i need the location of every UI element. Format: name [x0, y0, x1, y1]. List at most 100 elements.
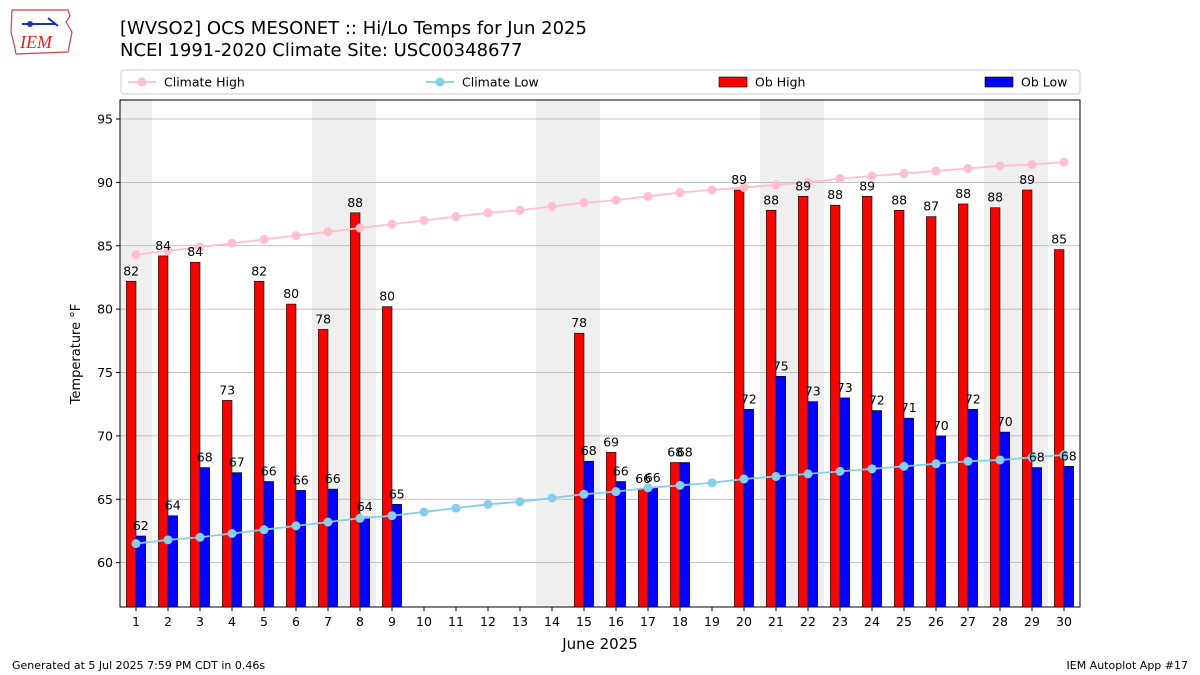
ob-low-value-label: 72	[965, 391, 981, 406]
x-tick-label: 23	[832, 614, 848, 629]
ob-low-value-label: 73	[837, 380, 853, 395]
ob-low-value-label: 62	[133, 518, 149, 533]
climate-low-line	[135, 454, 1065, 545]
ob-high-value-label: 84	[155, 238, 171, 253]
x-tick-label: 5	[260, 614, 268, 629]
legend-bar-swatch	[718, 76, 748, 88]
ob-low-value-label: 72	[741, 391, 757, 406]
climate-low-point	[323, 517, 333, 527]
climate-low-point	[835, 466, 845, 476]
climate-low-point	[547, 493, 557, 503]
legend: Climate High Climate Low Ob High Ob Low	[120, 69, 1081, 95]
x-tick-label: 25	[896, 614, 912, 629]
ob-high-value-label: 89	[1019, 172, 1035, 187]
ob-low-value-label: 70	[997, 414, 1013, 429]
x-tick-label: 22	[800, 614, 816, 629]
ob-low-value-label: 67	[229, 455, 245, 470]
x-tick-label: 21	[768, 614, 784, 629]
climate-high-point	[451, 212, 461, 222]
ob-low-value-label: 68	[1061, 448, 1077, 463]
y-tick-label: 85	[97, 238, 113, 253]
ob-low-bar	[1031, 467, 1042, 608]
x-tick-label: 26	[928, 614, 944, 629]
ob-high-value-label: 89	[795, 178, 811, 193]
ob-high-value-label: 82	[123, 263, 139, 278]
x-tick-label: 17	[640, 614, 656, 629]
x-tick-label: 27	[960, 614, 976, 629]
climate-high-point	[1059, 157, 1069, 167]
climate-low-point	[611, 487, 621, 497]
climate-low-point	[579, 489, 589, 499]
ob-high-bar	[286, 303, 297, 608]
climate-high-point	[739, 182, 749, 192]
ob-high-value-label: 82	[251, 263, 267, 278]
x-tick-label: 16	[608, 614, 624, 629]
climate-low-point	[131, 539, 141, 549]
y-tick-label: 65	[97, 492, 113, 507]
x-tick-label: 9	[388, 614, 396, 629]
ob-low-bar	[295, 490, 306, 608]
ob-low-value-label: 68	[197, 450, 213, 465]
ob-high-value-label: 80	[379, 289, 395, 304]
y-tick-label: 95	[97, 112, 113, 127]
ob-high-value-label: 89	[731, 172, 747, 187]
climate-high-point	[227, 238, 237, 248]
x-tick-label: 11	[448, 614, 464, 629]
x-tick-label: 30	[1056, 614, 1072, 629]
ob-high-bar	[318, 329, 329, 608]
ob-low-value-label: 71	[901, 400, 917, 415]
climate-high-point	[291, 231, 301, 241]
ob-high-value-label: 88	[987, 190, 1003, 205]
ob-high-bar	[350, 212, 361, 608]
x-tick-label: 13	[512, 614, 528, 629]
climate-low-point	[259, 525, 269, 535]
ob-low-bar	[967, 408, 978, 608]
ob-low-bar	[775, 376, 786, 608]
ob-high-bar	[798, 196, 809, 608]
ob-high-value-label: 73	[219, 382, 235, 397]
ob-high-value-label: 88	[347, 195, 363, 210]
ob-low-value-label: 68	[581, 443, 597, 458]
climate-low-point	[867, 464, 877, 474]
climate-low-point	[515, 497, 525, 507]
x-tick-label: 2	[164, 614, 172, 629]
app-credit: IEM Autoplot App #17	[1066, 659, 1189, 672]
climate-low-point	[899, 461, 909, 471]
climate-low-point	[963, 456, 973, 466]
climate-high-point	[899, 169, 909, 179]
climate-high-point	[131, 250, 141, 260]
climate-high-point	[963, 163, 973, 173]
climate-low-point	[227, 528, 237, 538]
x-tick-label: 1	[132, 614, 140, 629]
ob-low-bar	[871, 410, 882, 608]
climate-high-point	[163, 246, 173, 256]
climate-high-point	[195, 242, 205, 252]
legend-label: Climate High	[164, 75, 245, 90]
climate-high-point	[867, 171, 877, 181]
logo-text: IEM	[19, 32, 53, 52]
ob-low-bar	[615, 481, 626, 608]
ob-high-bar	[638, 488, 649, 608]
climate-low-point	[451, 503, 461, 513]
y-tick-label: 75	[97, 365, 113, 380]
climate-low-point	[195, 532, 205, 542]
climate-low-point	[419, 507, 429, 517]
legend-marker	[435, 77, 445, 87]
ob-high-bar	[382, 306, 393, 608]
climate-high-point	[1027, 160, 1037, 170]
gridlines	[120, 118, 1080, 564]
climate-low-point	[163, 535, 173, 545]
ob-high-value-label: 88	[955, 186, 971, 201]
ob-high-value-label: 78	[315, 311, 331, 326]
legend-marker	[137, 77, 147, 87]
x-tick-label: 15	[576, 614, 592, 629]
climate-high-point	[931, 166, 941, 176]
ob-low-value-label: 64	[357, 499, 373, 514]
x-tick-label: 20	[736, 614, 752, 629]
climate-low-point	[931, 459, 941, 469]
y-tick-label: 80	[97, 302, 113, 317]
legend-label: Ob High	[755, 75, 805, 90]
climate-low-point	[1027, 452, 1037, 462]
legend-bar-swatch	[984, 76, 1014, 88]
